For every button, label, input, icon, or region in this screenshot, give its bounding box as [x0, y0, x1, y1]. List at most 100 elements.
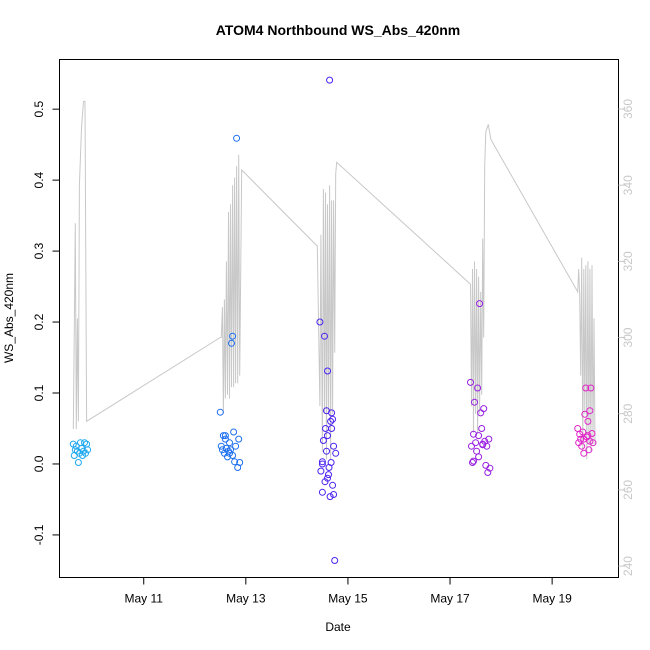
data-point — [578, 442, 586, 450]
y2-tick-label: 280 — [621, 403, 635, 423]
y-tick-label: -0.1 — [32, 524, 46, 545]
data-point — [318, 488, 326, 496]
data-point — [82, 449, 89, 457]
data-point — [585, 446, 593, 454]
data-point — [316, 318, 324, 326]
data-point — [584, 417, 592, 425]
data-point — [324, 367, 331, 375]
data-point — [233, 134, 241, 142]
data-point — [324, 432, 331, 440]
data-point — [587, 384, 595, 392]
data-point — [470, 457, 477, 465]
data-point — [318, 458, 326, 466]
data-point — [221, 432, 229, 440]
data-point — [232, 442, 240, 450]
data-point — [588, 430, 596, 437]
y-tick-label: 0.0 — [32, 455, 46, 472]
x-tick-label: May 19 — [532, 592, 572, 606]
data-point — [326, 493, 334, 501]
data-point — [486, 464, 494, 472]
data-point — [327, 417, 335, 425]
data-point — [476, 300, 484, 308]
data-point — [228, 339, 235, 347]
y-axis-right: 240 260 280 300 320 340 360 — [618, 99, 635, 576]
data-point — [74, 459, 82, 466]
data-point — [586, 437, 594, 445]
data-point — [577, 435, 585, 443]
y2-tick-label: 340 — [621, 175, 635, 195]
data-point — [470, 430, 477, 438]
data-point — [468, 442, 475, 450]
data-point — [472, 439, 480, 447]
data-point — [480, 405, 488, 413]
y2-tick-label: 320 — [621, 251, 635, 271]
chart-title: ATOM4 Northbound WS_Abs_420nm — [216, 22, 461, 38]
reference-line — [72, 100, 596, 460]
data-point — [471, 398, 478, 406]
data-point — [484, 469, 492, 476]
data-point — [323, 447, 330, 455]
data-point — [483, 442, 491, 450]
data-point — [467, 378, 474, 386]
data-point — [221, 435, 229, 443]
data-point — [219, 432, 227, 440]
data-point — [327, 459, 335, 466]
x-tick-label: May 13 — [226, 592, 266, 606]
data-point — [329, 481, 337, 489]
data-point — [318, 460, 326, 468]
data-point — [235, 435, 243, 443]
data-point — [231, 458, 239, 466]
y2-tick-label: 300 — [621, 327, 635, 347]
data-point — [586, 407, 594, 415]
y-tick-label: 0.4 — [32, 171, 46, 188]
data-point — [229, 452, 237, 459]
y-axis-label: WS_Abs_420nm — [2, 273, 16, 363]
data-point — [324, 474, 331, 482]
y2-tick-label: 240 — [621, 556, 635, 576]
y-tick-label: 0.3 — [32, 242, 46, 259]
data-point — [230, 428, 238, 436]
data-point — [328, 425, 336, 432]
secondary-line-series — [72, 100, 596, 460]
plot-frame — [59, 59, 619, 578]
x-tick-label: May 11 — [124, 592, 163, 606]
data-point — [580, 449, 588, 457]
x-tick-label: May 15 — [328, 592, 368, 606]
y2-tick-label: 360 — [621, 99, 635, 119]
data-point — [332, 449, 340, 457]
data-point — [326, 76, 334, 84]
x-axis: May 11 May 13 May 15 May 17 May 19 — [124, 577, 572, 606]
x-tick-label: May 17 — [430, 592, 470, 606]
data-point — [475, 432, 483, 440]
data-point — [325, 471, 332, 479]
data-point — [319, 437, 327, 444]
data-point — [329, 415, 337, 423]
y-tick-label: 0.5 — [32, 101, 46, 118]
y-tick-label: 0.2 — [32, 313, 46, 330]
y-tick-label: 0.1 — [32, 384, 46, 401]
data-point — [580, 435, 588, 443]
data-point — [478, 425, 486, 432]
data-point — [216, 408, 224, 416]
data-point — [80, 447, 87, 455]
data-point — [323, 407, 330, 415]
data-point — [474, 384, 482, 392]
data-point — [479, 440, 487, 448]
data-point — [330, 442, 338, 450]
data-point — [321, 332, 328, 340]
data-point — [236, 459, 244, 466]
point-series — [69, 76, 597, 564]
y-axis-left: -0.1 0.0 0.1 0.2 0.3 0.4 0.5 — [32, 101, 60, 545]
y2-tick-label: 260 — [621, 480, 635, 500]
data-point — [331, 557, 339, 564]
data-point — [582, 384, 590, 392]
data-point — [226, 439, 233, 447]
data-point — [475, 453, 483, 461]
data-point — [581, 410, 589, 418]
data-point — [84, 446, 92, 454]
x-axis-label: Date — [325, 620, 351, 634]
data-point — [485, 435, 493, 443]
data-point — [579, 428, 587, 436]
data-point — [330, 491, 338, 498]
